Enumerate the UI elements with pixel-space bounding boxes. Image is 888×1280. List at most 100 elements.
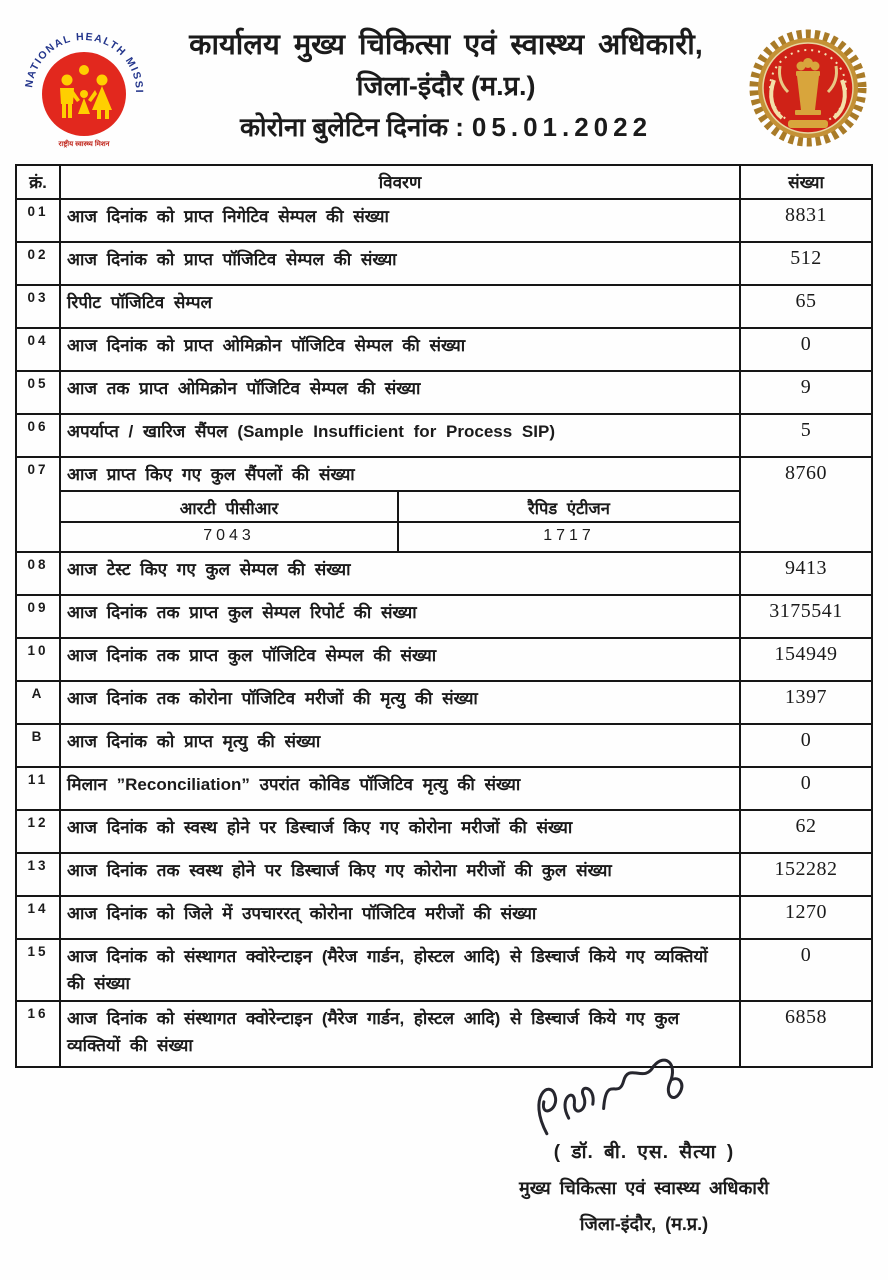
table-row: 09 आज दिनांक तक प्राप्त कुल सेम्पल रिपोर… [15,594,873,640]
detail-cell: आज दिनांक को संस्थागत क्वोरेन्टाइन (मैरे… [59,1000,741,1069]
bulletin-table: क्रं. विवरण संख्या 01 आज दिनांक को प्राप… [15,164,873,1069]
signature-block: ( डॉ. बी. एस. सैत्या ) मुख्य चिकित्सा एव… [444,1058,844,1236]
serial-cell: A [15,680,61,726]
table-row: 01 आज दिनांक को प्राप्त निगेटिव सेम्पल क… [15,198,873,243]
count-cell: 8831 [739,198,873,243]
nhm-logo: NATIONAL HEALTH MISSION र [14,14,154,149]
detail-cell: आज दिनांक तक कोरोना पॉजिटिव मरीजों की मृ… [59,680,741,726]
serial-cell: 05 [15,370,61,415]
count-cell: 152282 [739,852,873,898]
detail-cell: आज दिनांक को स्वस्थ होने पर डिस्चार्ज कि… [59,809,741,855]
seal-banner [788,120,828,128]
table-row: 06 अपर्याप्त / खारिज सैंपल (Sample Insuf… [15,413,873,458]
table-row: 03 रिपीट पॉजिटिव सेम्पल 65 [15,284,873,329]
count-cell: 512 [739,241,873,286]
serial-cell: 04 [15,327,61,372]
mp-govt-seal [738,14,878,154]
subvalue-rtpcr: 7043 [59,521,399,554]
detail-cell: आज दिनांक तक स्वस्थ होने पर डिस्चार्ज कि… [59,852,741,898]
table-row-07-subheaders: आरटी पीसीआर रैपिड एंटीजन [16,490,872,524]
table-row: 13 आज दिनांक तक स्वस्थ होने पर डिस्चार्ज… [15,852,873,898]
serial-cell: 08 [15,551,61,597]
count-cell: 0 [739,327,873,372]
count-cell: 0 [739,938,873,1003]
count-cell: 65 [739,284,873,329]
count-cell: 1397 [739,680,873,726]
serial-cell: 03 [15,284,61,329]
nhm-sun-icon [79,65,89,75]
subheader-rapid-antigen: रैपिड एंटीजन [397,490,741,524]
col-header-detail: विवरण [59,164,741,200]
serial-cell: B [15,723,61,769]
detail-cell: रिपीट पॉजिटिव सेम्पल [59,284,741,329]
count-cell: 9413 [739,551,873,597]
detail-cell: आज दिनांक को प्राप्त ओमिक्रोन पॉजिटिव से… [59,327,741,372]
serial-cell: 07 [15,455,61,554]
table-row: 14 आज दिनांक को जिले में उपचाररत् कोरोना… [15,895,873,941]
serial-cell: 13 [15,852,61,898]
count-cell: 0 [739,766,873,812]
subvalue-rapid-antigen: 1717 [397,521,741,554]
detail-cell: आज दिनांक को प्राप्त निगेटिव सेम्पल की स… [59,198,741,243]
detail-cell: आज दिनांक को प्राप्त पॉजिटिव सेम्पल की स… [59,241,741,286]
detail-cell: आज दिनांक को प्राप्त मृत्यु की संख्या [59,723,741,769]
seal-ashoka-emblem [795,58,821,115]
detail-cell: मिलान ”Reconciliation” उपरांत कोविड पॉजि… [59,766,741,812]
count-cell: 0 [739,723,873,769]
header-titles: कार्यालय मुख्य चिकित्सा एवं स्वास्थ्य अध… [154,14,738,147]
count-cell: 6858 [739,1000,873,1069]
office-title: कार्यालय मुख्य चिकित्सा एवं स्वास्थ्य अध… [189,29,703,61]
table-row: A आज दिनांक तक कोरोना पॉजिटिव मरीजों की … [15,680,873,726]
col-header-serial: क्रं. [15,164,61,200]
bulletin-title: कोरोना बुलेटिन दिनांक :05.01.2022 [154,107,738,147]
seal-wheat-right [832,79,847,120]
serial-cell: 16 [15,1000,61,1069]
table-row: 02 आज दिनांक को प्राप्त पॉजिटिव सेम्पल क… [15,241,873,286]
detail-cell: आज तक प्राप्त ओमिक्रोन पॉजिटिव सेम्पल की… [59,370,741,415]
detail-cell: अपर्याप्त / खारिज सैंपल (Sample Insuffic… [59,413,741,458]
seal-wheat-left [769,79,784,120]
count-cell: 154949 [739,637,873,683]
serial-cell: 11 [15,766,61,812]
detail-cell: आज प्राप्त किए गए कुल सैंपलों की संख्या [59,455,741,493]
table-row: 16 आज दिनांक को संस्थागत क्वोरेन्टाइन (म… [15,1000,873,1069]
bulletin-title-label: कोरोना बुलेटिन दिनांक : [239,111,464,142]
detail-cell: आज टेस्ट किए गए कुल सेम्पल की संख्या [59,551,741,597]
serial-cell: 15 [15,938,61,1003]
table-row-07: 07 आज प्राप्त किए गए कुल सैंपलों की संख्… [15,455,873,554]
district-title: जिला-इंदौर (म.प्र.) [356,71,536,102]
serial-cell: 06 [15,413,61,458]
detail-cell: आज दिनांक तक प्राप्त कुल सेम्पल रिपोर्ट … [59,594,741,640]
nhm-logo-graphic: NATIONAL HEALTH MISSION [15,14,144,136]
serial-cell: 02 [15,241,61,286]
count-cell: 3175541 [739,594,873,640]
bulletin-header: NATIONAL HEALTH MISSION र [0,0,888,158]
nhm-caption: राष्ट्रीय स्वास्थ्य मिशन [58,141,110,148]
subheader-rtpcr: आरटी पीसीआर [59,490,399,524]
table-row: 15 आज दिनांक को संस्थागत क्वोरेन्टाइन (म… [15,938,873,1003]
serial-cell: 12 [15,809,61,855]
table-row: 04 आज दिनांक को प्राप्त ओमिक्रोन पॉजिटिव… [15,327,873,372]
table-row: 10 आज दिनांक तक प्राप्त कुल पॉजिटिव सेम्… [15,637,873,683]
serial-cell: 10 [15,637,61,683]
serial-cell: 01 [15,198,61,243]
mp-seal-graphic [749,29,867,147]
bulletin-date: 05.01.2022 [471,111,653,142]
seal-scalloped-ring [749,29,867,147]
col-header-count: संख्या [739,164,873,200]
detail-cell: आज दिनांक को संस्थागत क्वोरेन्टाइन (मैरे… [59,938,741,1003]
serial-cell: 09 [15,594,61,640]
table-row: 05 आज तक प्राप्त ओमिक्रोन पॉजिटिव सेम्पल… [15,370,873,415]
table-row: B आज दिनांक को प्राप्त मृत्यु की संख्या … [15,723,873,769]
count-cell: 5 [739,413,873,458]
detail-cell: आज दिनांक तक प्राप्त कुल पॉजिटिव सेम्पल … [59,637,741,683]
count-cell: 8760 [739,455,873,554]
detail-cell: आज दिनांक को जिले में उपचाररत् कोरोना पॉ… [59,895,741,941]
count-cell: 62 [739,809,873,855]
table-row: 11 मिलान ”Reconciliation” उपरांत कोविड प… [15,766,873,812]
count-cell: 1270 [739,895,873,941]
serial-cell: 14 [15,895,61,941]
table-header-row: क्रं. विवरण संख्या [15,164,873,200]
table-row: 12 आज दिनांक को स्वस्थ होने पर डिस्चार्ज… [15,809,873,855]
